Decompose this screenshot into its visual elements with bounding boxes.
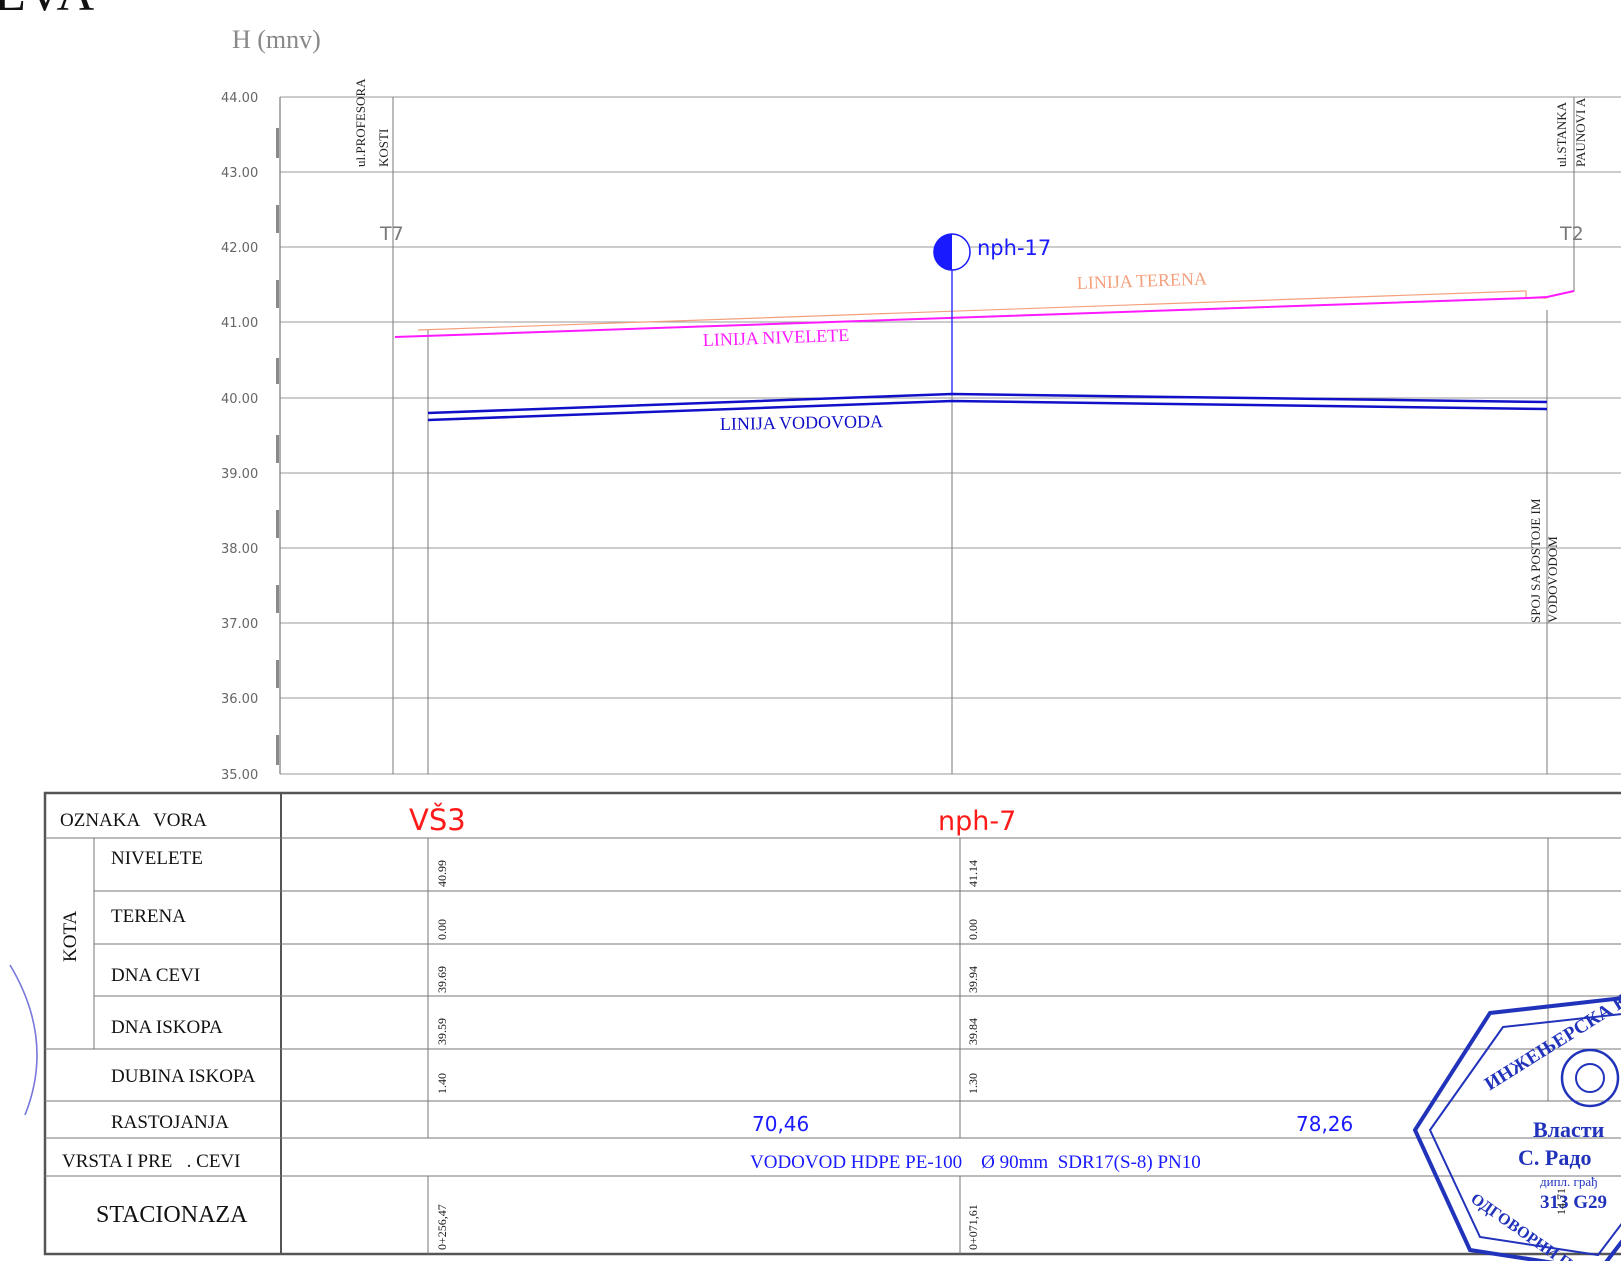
row-label-dna-cevi: DNA CEVI bbox=[111, 965, 200, 986]
cell-dna-cevi: 39.69 bbox=[435, 966, 449, 993]
svg-text:KOSTI: KOSTI bbox=[376, 129, 391, 167]
section-mark-t2: T2 bbox=[1559, 223, 1584, 245]
cell-terena: 0.00 bbox=[966, 919, 980, 940]
stamp-line1: Власти bbox=[1533, 1117, 1605, 1142]
data-table: OZNAKA VORA KOTA NIVELETE TERENA DNA CEV… bbox=[43, 791, 1621, 1256]
y-tick-labels: 44.00 43.00 42.00 41.00 40.00 39.00 38.0… bbox=[221, 91, 258, 783]
y-tick: 38.00 bbox=[221, 542, 258, 557]
y-tick: 39.00 bbox=[221, 467, 258, 482]
water-line-label: LINIJA VODOVODA bbox=[720, 411, 883, 434]
stamp-line2: С. Радо bbox=[1518, 1145, 1591, 1170]
title-fragment: EVA bbox=[0, 0, 95, 22]
gridlines bbox=[280, 96, 1621, 775]
hydrant-marker-icon bbox=[933, 233, 971, 394]
y-tick: 41.00 bbox=[221, 316, 258, 331]
y-tick: 35.00 bbox=[221, 768, 258, 783]
cell-nivelete: 40.99 bbox=[435, 860, 449, 887]
row-label-nivelete: NIVELETE bbox=[111, 848, 203, 869]
stamp-line3: дипл. грађ bbox=[1540, 1174, 1597, 1189]
distance-value: 78,26 bbox=[1296, 1112, 1353, 1136]
street-label-stanka: ul.STANKA PAUNOVI A bbox=[1554, 97, 1588, 167]
row-label-stacionaza: STACIONAZA bbox=[96, 1202, 248, 1228]
node-marker-label: nph-17 bbox=[977, 236, 1051, 260]
handwritten-arc bbox=[9, 964, 38, 1116]
cell-terena: 0.00 bbox=[435, 919, 449, 940]
y-tick: 42.00 bbox=[221, 241, 258, 256]
y-tick: 36.00 bbox=[221, 692, 258, 707]
partial-station: 14.71 bbox=[1554, 1188, 1568, 1215]
water-line-top bbox=[427, 392, 1548, 415]
section-mark-t7: T7 bbox=[379, 223, 404, 245]
node-name: nph-7 bbox=[938, 806, 1016, 837]
engineer-stamp: ИНЖЕЊЕРСКА КО Власти С. Радо дипл. грађ … bbox=[1412, 990, 1621, 1261]
row-label-dubina-iskopa: DUBINA ISKOPA bbox=[111, 1066, 256, 1087]
cell-dna-iskopa: 39.59 bbox=[435, 1018, 449, 1045]
svg-text:ul.PROFESORA: ul.PROFESORA bbox=[353, 78, 368, 167]
svg-text:SPOJ SA POSTOJE IM: SPOJ SA POSTOJE IM bbox=[1528, 498, 1543, 623]
connection-note: SPOJ SA POSTOJE IM VODOVODOM bbox=[1528, 498, 1560, 623]
y-tick: 44.00 bbox=[221, 91, 258, 106]
grade-line-label: LINIJA NIVELETE bbox=[702, 325, 849, 350]
cell-stacionaza: 0+256,47 bbox=[435, 1204, 449, 1250]
axis-ruler bbox=[276, 128, 279, 765]
row-label-terena: TERENA bbox=[111, 906, 186, 927]
vertical-lines bbox=[392, 97, 1575, 774]
svg-text:VODOVODOM: VODOVODOM bbox=[1545, 536, 1560, 623]
node-name: VŠ3 bbox=[409, 803, 466, 837]
row-label-oznaka-vora: OZNAKA VORA bbox=[60, 810, 207, 831]
grade-line bbox=[394, 290, 1575, 338]
svg-text:ul.STANKA: ul.STANKA bbox=[1554, 101, 1569, 167]
svg-text:PAUNOVI A: PAUNOVI A bbox=[1573, 97, 1588, 167]
y-tick: 43.00 bbox=[221, 166, 258, 181]
cell-dna-cevi: 39.94 bbox=[966, 966, 980, 993]
street-label-profesora: ul.PROFESORA KOSTI bbox=[353, 78, 391, 167]
y-axis-label: H (mnv) bbox=[232, 25, 321, 54]
terrain-line-label: LINIJA TERENA bbox=[1076, 268, 1207, 293]
water-line-bottom bbox=[427, 399, 1548, 422]
cell-dna-iskopa: 39.84 bbox=[966, 1018, 980, 1045]
y-tick: 40.00 bbox=[221, 392, 258, 407]
row-label-vrsta-cevi: VRSTA I PRE . CEVI bbox=[62, 1151, 240, 1172]
terrain-line bbox=[417, 290, 1547, 331]
stamp-line4: 313 G29 bbox=[1540, 1192, 1607, 1213]
row-label-dna-iskopa: DNA ISKOPA bbox=[111, 1017, 223, 1038]
cell-nivelete: 41.14 bbox=[966, 860, 980, 887]
cell-stacionaza: 0+071,61 bbox=[966, 1204, 980, 1250]
pipe-type: VODOVOD HDPE PE-100 Ø 90mm SDR17(S-8) PN… bbox=[750, 1152, 1201, 1173]
cell-dubina: 1.30 bbox=[966, 1073, 980, 1094]
y-tick: 37.00 bbox=[221, 617, 258, 632]
row-label-rastojanja: RASTOJANJA bbox=[111, 1112, 229, 1133]
distance-value: 70,46 bbox=[752, 1112, 809, 1136]
row-label-kota: KOTA bbox=[60, 910, 81, 962]
cell-dubina: 1.40 bbox=[435, 1073, 449, 1094]
